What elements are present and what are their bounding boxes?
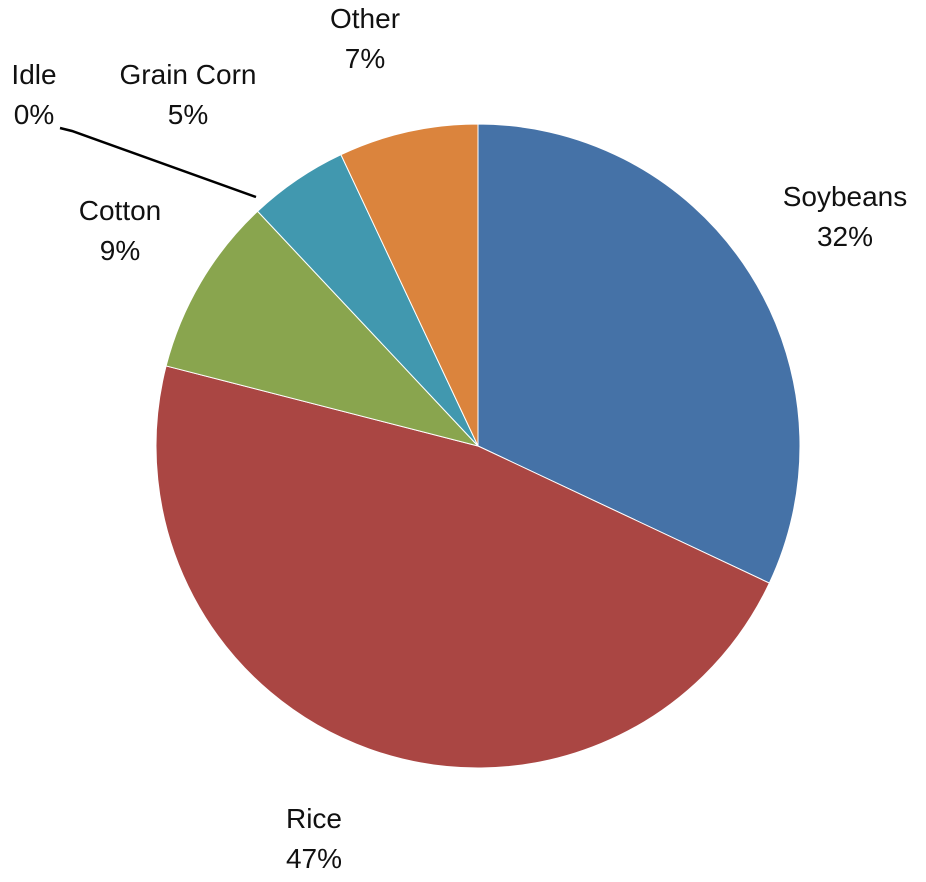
idle-leader-line <box>59 126 257 199</box>
slice-value-grain-corn: 5% <box>168 99 208 130</box>
slice-value-idle: 0% <box>14 99 54 130</box>
pie-slice-other <box>340 123 479 447</box>
data-labels: Soybeans 32% Rice 47% Cotton 9% Idle 0% Grain Co… <box>11 3 907 874</box>
slice-value-soybeans: 32% <box>817 221 873 252</box>
slice-value-cotton: 9% <box>100 235 140 266</box>
slice-value-rice: 47% <box>286 843 342 874</box>
slice-label-cotton: Cotton <box>79 195 162 226</box>
slice-label-grain-corn: Grain Corn <box>120 59 257 90</box>
pie-slice-rice <box>155 365 771 769</box>
pie-slice-cotton <box>165 210 480 447</box>
slice-label-idle: Idle <box>11 59 56 90</box>
slice-label-soybeans: Soybeans <box>783 181 908 212</box>
slice-value-other: 7% <box>345 43 385 74</box>
pie-slice-soybeans <box>477 123 801 584</box>
pie-slices <box>155 123 801 769</box>
slice-label-rice: Rice <box>286 803 342 834</box>
slice-label-other: Other <box>330 3 400 34</box>
